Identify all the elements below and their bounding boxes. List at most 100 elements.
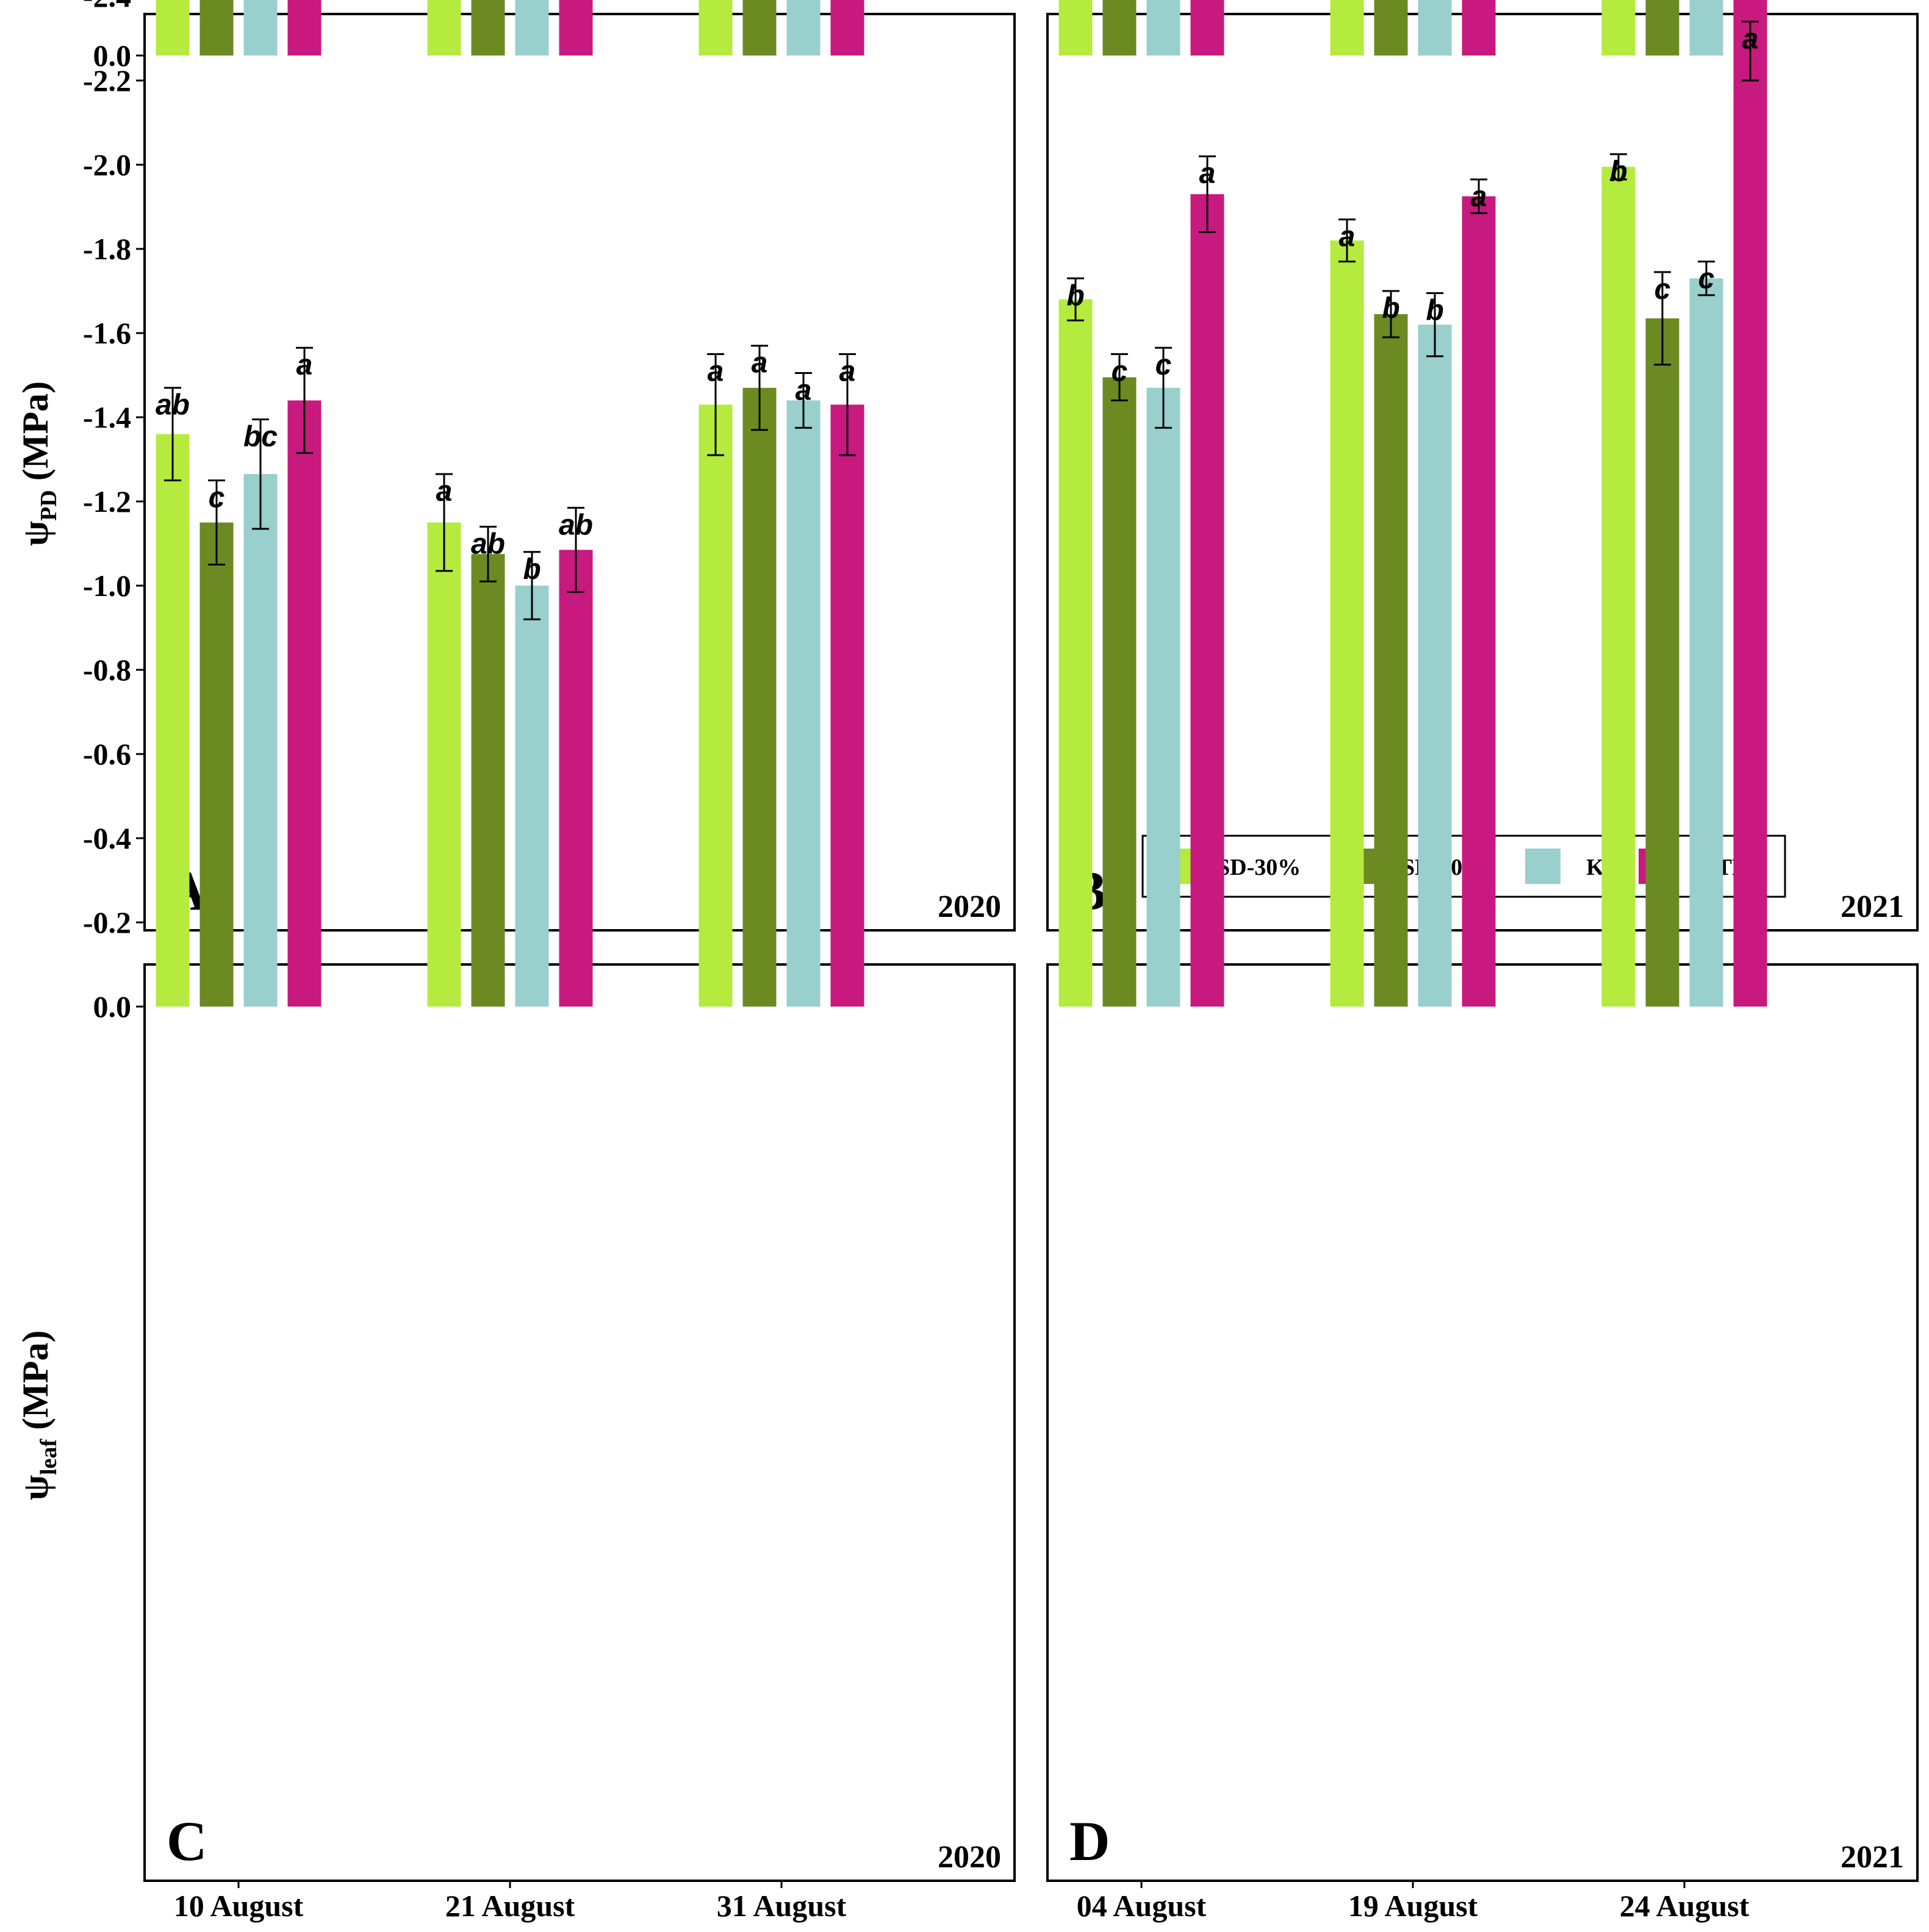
significance-letter-d-0-2: c	[1155, 349, 1172, 381]
bar-c-21-august-sd-30	[427, 522, 461, 1007]
significance-letter-d-2-0: b	[1609, 156, 1627, 188]
bar-c-21-august-k	[515, 586, 549, 1007]
significance-letter-d-0-0: b	[1066, 279, 1084, 312]
x-tick-label-31-august: 31 August	[717, 1889, 847, 1923]
year-label-b: 2021	[1841, 889, 1904, 924]
bar-a-31-august-sd-30	[699, 0, 733, 56]
bar-c-10-august-k	[243, 474, 278, 1007]
bar-d-19-august-ctrl	[1462, 196, 1496, 1007]
panel-d-frame	[1046, 963, 1919, 1882]
y-axis-title-bottom: ψleaf (MPa)	[15, 1330, 62, 1501]
bar-b-19-august-ctrl	[1462, 0, 1496, 56]
significance-letter-d-2-1: c	[1654, 273, 1671, 306]
significance-letter-d-1-2: b	[1426, 294, 1443, 326]
bar-d-24-august-sd-70	[1645, 318, 1679, 1007]
y-tick-label-c-8: -1.6	[83, 316, 131, 350]
significance-letter-d-1-0: a	[1339, 221, 1356, 253]
bar-b-19-august-k	[1418, 0, 1452, 56]
y-tick-label-c-3: -0.6	[83, 737, 131, 771]
significance-letter-c-0-1: c	[209, 482, 225, 514]
y-tick-label-c-12: -2.4	[83, 0, 131, 13]
significance-letter-d-1-1: b	[1382, 292, 1399, 325]
bar-c-31-august-sd-30	[699, 404, 733, 1007]
significance-letter-c-2-1: a	[752, 347, 768, 379]
bar-a-21-august-k	[515, 0, 549, 56]
bar-a-10-august-sd-70	[199, 0, 234, 56]
bar-c-31-august-ctrl	[830, 404, 864, 1007]
x-tick-label-21-august: 21 August	[445, 1889, 575, 1923]
bar-d-24-august-ctrl	[1733, 51, 1767, 1007]
bar-a-31-august-ctrl	[830, 0, 864, 56]
y-tick-label-c-7: -1.4	[83, 400, 131, 434]
y-tick-label-c-4: -0.8	[83, 653, 131, 687]
bar-b-04-august-ctrl	[1190, 0, 1224, 56]
significance-letter-d-2-2: c	[1698, 263, 1715, 295]
y-tick-label-c-11: -2.2	[83, 63, 131, 98]
y-tick-label-c-2: -0.4	[83, 821, 131, 855]
bar-c-10-august-sd-70	[199, 522, 234, 1007]
bar-c-10-august-ctrl	[287, 400, 322, 1007]
panel-label-c: C	[167, 1810, 207, 1872]
bar-d-04-august-k	[1146, 387, 1180, 1007]
x-tick-label-19-august: 19 August	[1348, 1889, 1478, 1923]
bar-c-31-august-sd-70	[742, 387, 777, 1007]
bar-d-04-august-ctrl	[1190, 194, 1224, 1007]
bar-b-04-august-sd-70	[1102, 0, 1137, 56]
bar-b-04-august-sd-30	[1058, 0, 1093, 56]
bar-d-19-august-sd-70	[1374, 314, 1408, 1007]
bar-b-19-august-sd-30	[1330, 0, 1364, 56]
x-tick-label-04-august: 04 August	[1077, 1889, 1207, 1923]
panel-label-d: D	[1069, 1810, 1110, 1872]
significance-letter-c-2-3: a	[839, 356, 856, 388]
bar-a-10-august-sd-30	[156, 0, 190, 56]
significance-letter-c-0-2: bc	[243, 420, 278, 453]
bar-a-21-august-sd-70	[471, 0, 505, 56]
panel-c: 0.0 -0.2 -0.4 -0.6 -0.8 -1.0 -1.2 -1.4 -1.6 -1.8 -…	[83, 0, 1016, 1923]
panel-c-frame	[143, 963, 1016, 1882]
bar-c-10-august-sd-30	[156, 434, 190, 1007]
bar-d-04-august-sd-70	[1102, 377, 1137, 1007]
significance-letter-c-2-0: a	[708, 356, 724, 388]
y-tick-label-c-0: 0.0	[93, 989, 132, 1024]
y-tick-label-c-6: -1.2	[83, 484, 131, 519]
bar-d-24-august-sd-30	[1601, 167, 1636, 1007]
y-tick-label-c-9: -1.8	[83, 232, 131, 266]
bar-d-19-august-k	[1418, 325, 1452, 1007]
bar-a-10-august-ctrl	[287, 0, 322, 56]
significance-letter-d-0-1: c	[1112, 356, 1128, 388]
significance-letter-c-0-3: a	[296, 349, 313, 381]
bar-d-19-august-sd-30	[1330, 240, 1364, 1007]
y-tick-label-c-10: -2.0	[83, 148, 131, 182]
bar-d-04-august-sd-30	[1058, 299, 1093, 1007]
x-tick-label-24-august: 24 August	[1620, 1889, 1750, 1923]
significance-letter-d-2-3: a	[1742, 23, 1759, 55]
legend-swatch-k	[1525, 849, 1561, 884]
bar-a-31-august-sd-70	[742, 0, 777, 56]
bar-a-31-august-k	[786, 0, 821, 56]
significance-letter-c-0-0: ab	[156, 389, 190, 422]
y-axis-title-top: ψPD (MPa)	[15, 381, 62, 546]
legend-label-k: K	[1586, 855, 1604, 880]
bar-c-21-august-ctrl	[559, 550, 593, 1007]
bar-b-24-august-k	[1689, 0, 1723, 56]
bar-c-21-august-sd-70	[471, 554, 505, 1007]
y-tick-label-c-1: -0.2	[83, 905, 131, 939]
year-label-d: 2021	[1841, 1840, 1904, 1875]
significance-letter-d-1-3: a	[1471, 181, 1487, 213]
bar-b-24-august-sd-30	[1601, 0, 1636, 56]
bar-d-24-august-k	[1689, 278, 1723, 1007]
year-label-a: 2020	[938, 889, 1001, 924]
significance-letter-c-2-2: a	[796, 375, 812, 407]
bar-b-04-august-k	[1146, 0, 1180, 56]
legend-label-sd-30: SD-30%	[1217, 855, 1301, 880]
significance-letter-c-1-1: ab	[471, 528, 505, 560]
significance-letter-c-1-3: ab	[559, 509, 593, 541]
bar-a-10-august-k	[243, 0, 278, 56]
year-label-c: 2020	[938, 1840, 1001, 1875]
bar-b-24-august-sd-70	[1645, 0, 1679, 56]
y-tick-label-c-5: -1.0	[83, 569, 131, 603]
y-tick-label-a-0: 0.0	[93, 38, 132, 73]
bar-b-19-august-sd-70	[1374, 0, 1408, 56]
